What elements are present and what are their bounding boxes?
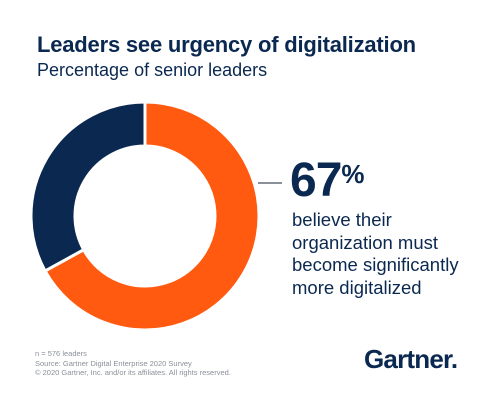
callout-line: believe their xyxy=(292,209,392,230)
callout-line: become significantly xyxy=(292,254,459,275)
sample-size-note: n = 576 leaders xyxy=(35,349,87,358)
callout-description: believe their organization must become s… xyxy=(292,209,492,299)
chart-title: Leaders see urgency of digitalization xyxy=(37,32,416,57)
callout-unit: % xyxy=(341,159,364,189)
callout-leader-line xyxy=(258,182,282,184)
logo-dot: . xyxy=(450,344,458,374)
donut-chart xyxy=(30,101,260,331)
callout-line: more digitalized xyxy=(292,276,422,298)
copyright-note: © 2020 Gartner, Inc. and/or its affiliat… xyxy=(35,368,231,377)
donut-slice-remainder xyxy=(30,101,147,273)
gartner-logo: Gartner. xyxy=(364,344,458,375)
chart-subtitle: Percentage of senior leaders xyxy=(37,60,268,80)
source-note: Source: Gartner Digital Enterprise 2020 … xyxy=(35,358,192,368)
logo-text: Gartner xyxy=(364,344,452,374)
callout-percentage: 67% xyxy=(290,154,365,207)
callout-line: organization must xyxy=(292,231,439,253)
callout-value: 67 xyxy=(290,154,342,207)
donut-slice-majority xyxy=(43,101,260,331)
footnotes: n = 576 leaders Source: Gartner Digital … xyxy=(35,349,231,378)
